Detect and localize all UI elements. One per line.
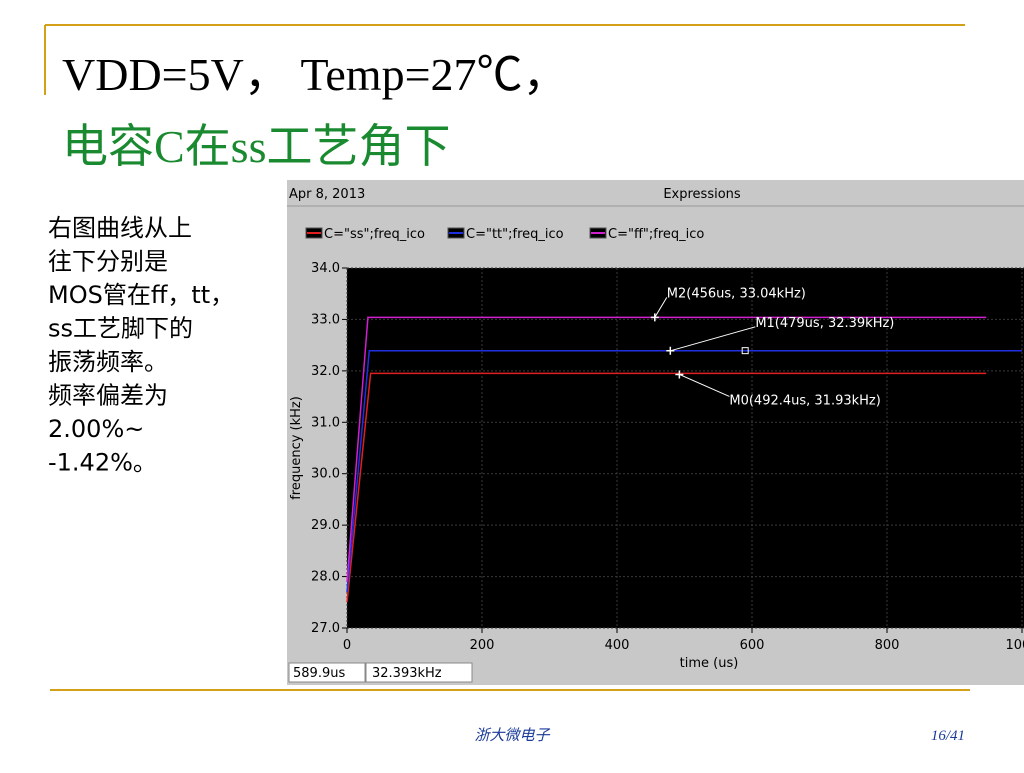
date: Apr 8, 2013	[289, 187, 365, 202]
title-line1: VDD=5V， Temp=27℃，	[62, 49, 569, 100]
series-line	[346, 316, 987, 582]
page-number: 16/41	[931, 728, 965, 744]
body-line: 振荡频率。	[48, 348, 168, 376]
legend-label: C="tt";freq_ico	[466, 227, 564, 242]
cursor-x-readout: 589.9us	[293, 666, 345, 681]
marker-label: M1(479us, 32.39kHz)	[755, 316, 894, 331]
body-line: 频率偏差为	[48, 382, 168, 410]
y-axis-label: frequency (kHz)	[289, 396, 304, 500]
chart-window: Apr 8, 2013 Expressions time (us) freque…	[287, 180, 1024, 685]
marker-leader	[654, 297, 668, 318]
y-tick-label: 30.0	[311, 467, 340, 482]
marker	[675, 370, 684, 379]
body-line: 右图曲线从上	[48, 214, 192, 242]
y-tick-label: 27.0	[311, 621, 340, 636]
y-tick-label: 28.0	[311, 570, 340, 585]
body-line: ss工艺脚下的	[48, 315, 193, 343]
y-tick-label: 29.0	[311, 518, 340, 533]
marker-label: M2(456us, 33.04kHz)	[667, 286, 806, 301]
series-line	[346, 372, 987, 603]
y-tick-label: 31.0	[311, 415, 340, 430]
marker-leader	[670, 326, 756, 352]
cursor-y-box	[365, 662, 473, 683]
cursor-x-box	[288, 662, 366, 683]
y-tick-label: 34.0	[311, 261, 340, 276]
body-line: 2.00%~	[48, 415, 144, 443]
legend-label: C="ff";freq_ico	[608, 227, 704, 242]
y-tick-label: 33.0	[311, 312, 340, 327]
body-line: 往下分别是	[48, 248, 168, 276]
marker-label: M0(492.4us, 31.93kHz)	[729, 393, 880, 408]
plot-area	[347, 268, 1024, 628]
x-tick-label: 800	[875, 638, 900, 653]
body-line: -1.42%。	[48, 449, 157, 477]
chart-title: Expressions	[663, 187, 741, 202]
y-tick-label: 32.0	[311, 364, 340, 379]
x-tick-label: 600	[740, 638, 765, 653]
marker	[666, 346, 675, 355]
footer-center: 浙大微电子	[474, 726, 550, 744]
legend-label: C="ss";freq_ico	[324, 227, 425, 242]
marker	[650, 313, 659, 322]
x-tick-label: 200	[470, 638, 495, 653]
title-line2: 电容C在ss工艺角下	[62, 121, 450, 172]
x-tick-label: 400	[605, 638, 630, 653]
x-tick-label: 1000	[1005, 638, 1024, 653]
x-axis-label: time (us)	[680, 656, 739, 671]
cursor-point	[741, 347, 749, 355]
series-line	[346, 350, 1022, 593]
x-tick-label: 0	[343, 638, 351, 653]
cursor-y-readout: 32.393kHz	[372, 666, 442, 681]
body-line: MOS管在ff，tt，	[48, 281, 234, 309]
marker-leader	[679, 373, 730, 397]
